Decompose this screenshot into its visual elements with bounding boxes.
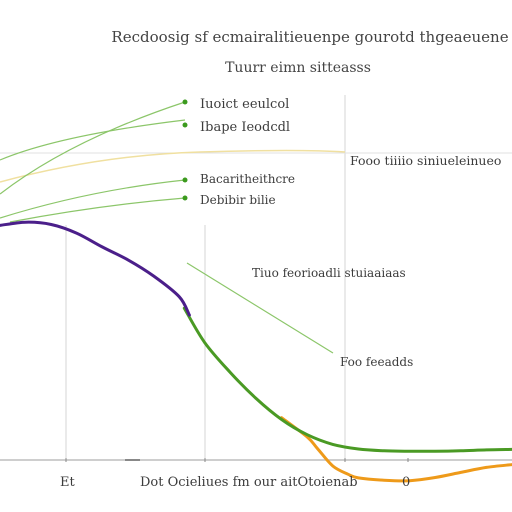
leader-line [186,262,334,354]
annotation-label: Foo feeadds [340,355,413,369]
x-tick-label: Et [60,475,75,490]
leader-marker [182,195,188,201]
faint-green-curve [9,197,186,223]
leader-marker [182,99,188,105]
chart-title: Recdoosig sf ecmairalitieuenpe gourotd t… [111,28,508,46]
series-line-2 [182,306,512,453]
grid [0,95,512,462]
leader-marker [182,177,188,183]
faint-green-curve [0,119,186,161]
faint-yellow-curve [0,149,346,183]
background-curves [0,101,346,223]
faint-green-curve [0,101,186,195]
annotation-label: Tiuo feorioadli stuiaaiaas [252,266,406,280]
series-line-1 [0,220,191,317]
series-layer [0,220,512,483]
annotation-label: Bacaritheithcre [200,172,295,186]
annotation-label: Debibir bilie [200,193,276,207]
faint-green-curve [0,179,186,219]
chart-subtitle: Tuurr eimn sitteasss [225,60,371,76]
annotation-label: Fooo tiiiio siniueleinueo [350,153,501,168]
annotation-label: Ibape Ieodcdl [200,120,290,135]
annotation-label: Iuoict eeulcol [200,97,289,112]
leader-marker [182,122,188,128]
x-axis-label: Dot Ocieliues fm our aitOtoienab [140,475,358,490]
x-tick-label: 0 [402,475,410,490]
annotation-leaders [182,99,334,354]
series-line-3 [280,416,512,483]
